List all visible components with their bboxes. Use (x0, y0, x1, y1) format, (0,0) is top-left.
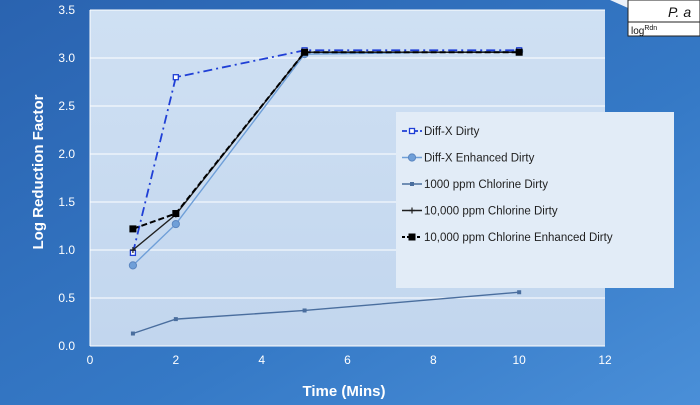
axes (89, 10, 605, 347)
series-line (132, 51, 520, 230)
series-line (132, 49, 520, 254)
series-5 (129, 48, 523, 233)
x-tick-labels: 0 2 4 6 8 10 12 (87, 353, 612, 367)
legend-label: 10,000 ppm Chlorine Enhanced Dirty (424, 232, 613, 244)
corner-box: P. a logRdn (627, 0, 700, 37)
x-tick-label: 8 (430, 353, 437, 367)
y-axis-title: Log Reduction Factor (30, 94, 47, 249)
legend-item: Diff-X Dirty (402, 126, 480, 138)
y-tick-label: 1.0 (58, 243, 75, 257)
x-tick-label: 2 (172, 353, 179, 367)
y-tick-label: 3.0 (58, 51, 75, 65)
y-tick-label: 0.0 (58, 339, 75, 353)
data-point (128, 261, 138, 270)
series-line (132, 291, 520, 335)
legend-item: 10,000 ppm Chlorine Dirty (402, 206, 558, 218)
legend-label: Diff-X Dirty (424, 126, 480, 138)
data-point (130, 331, 135, 336)
legend-item: 1000 ppm Chlorine Dirty (402, 179, 548, 191)
data-point (172, 210, 180, 218)
corner-box-subtext: logRdn (631, 25, 657, 37)
y-tick-label: 2.5 (58, 99, 75, 113)
legend-item: 10,000 ppm Chlorine Enhanced Dirty (402, 232, 613, 244)
legend-item: Diff-X Enhanced Dirty (402, 153, 535, 165)
x-tick-label: 0 (87, 353, 94, 367)
data-point (173, 317, 178, 322)
legend-marker (409, 207, 415, 214)
x-tick-label: 4 (258, 353, 265, 367)
legend-items: Diff-X Dirty Diff-X Enhanced Dirty 1000 pp… (402, 126, 613, 244)
data-point (129, 225, 137, 233)
legend-marker (408, 127, 416, 135)
y-tick-label: 3.5 (58, 3, 75, 17)
data-point (517, 290, 522, 295)
x-tick-label: 6 (344, 353, 351, 367)
data-point (171, 219, 180, 229)
series-3 (130, 290, 522, 336)
legend-label: Diff-X Enhanced Dirty (424, 153, 535, 165)
x-axis-title: Time (Mins) (302, 383, 385, 400)
legend-label: 10,000 ppm Chlorine Dirty (424, 206, 558, 218)
legend-label: 1000 ppm Chlorine Dirty (424, 179, 548, 191)
data-point (172, 74, 179, 81)
y-tick-label: 0.5 (58, 291, 75, 305)
y-tick-labels: 0.0 0.5 1.0 1.5 2.0 2.5 3.0 3.5 (58, 3, 75, 353)
data-point (302, 308, 307, 313)
corner-box-log: log (631, 26, 644, 37)
legend-marker (407, 153, 417, 162)
corner-box-header: P. a (668, 4, 691, 20)
legend: Diff-X Dirty Diff-X Enhanced Dirty 1000 pp… (396, 112, 674, 288)
legend-marker (408, 233, 416, 241)
data-point (129, 247, 136, 253)
data-point (301, 48, 309, 56)
x-tick-label: 10 (512, 353, 526, 367)
y-tick-label: 1.5 (58, 195, 75, 209)
data-point (515, 48, 523, 56)
y-tick-label: 2.0 (58, 147, 75, 161)
corner-box-superscript: Rdn (644, 25, 657, 32)
legend-marker (410, 182, 414, 186)
series-lines (128, 47, 524, 336)
legend-box (396, 112, 674, 288)
x-tick-label: 12 (598, 353, 612, 367)
